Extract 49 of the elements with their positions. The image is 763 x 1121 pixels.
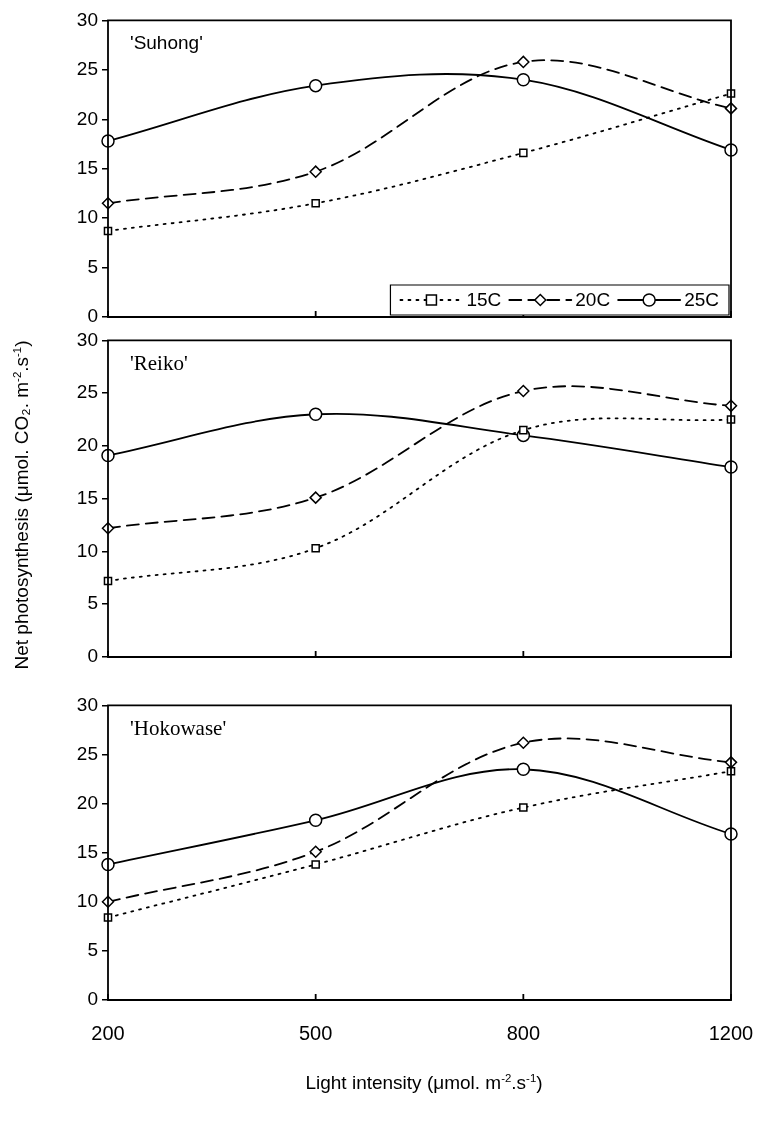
point [308, 813, 323, 828]
point [519, 148, 528, 158]
point [519, 803, 528, 812]
legend-label: 25C [684, 289, 719, 311]
y-tick-label: 30 [76, 693, 98, 715]
point [309, 845, 322, 858]
y-tick-label: 10 [76, 539, 98, 561]
y-tick-label: 30 [76, 8, 98, 30]
y-tick-label: 30 [76, 328, 98, 350]
y-tick-label: 0 [87, 645, 98, 667]
point [311, 199, 320, 208]
y-tick-label: 5 [87, 592, 98, 614]
y-tick-label: 15 [76, 486, 98, 508]
y-tick-label: 25 [76, 58, 98, 80]
y-tick-label: 10 [76, 890, 98, 912]
y-tick-label: 25 [76, 742, 98, 764]
point [517, 736, 530, 749]
legend-label: 15C [466, 289, 502, 311]
point [517, 384, 530, 398]
y-tick-label: 15 [76, 840, 98, 862]
point [308, 78, 323, 93]
y-tick-label: 10 [76, 206, 98, 228]
x-tick-label: 200 [91, 1021, 125, 1044]
y-tick-label: 0 [87, 988, 98, 1010]
point [517, 55, 530, 69]
point [311, 860, 320, 869]
text: 'Reiko' [130, 351, 188, 376]
y-tick-label: 20 [76, 107, 98, 129]
y-tick-label: 0 [87, 305, 98, 327]
point [516, 72, 531, 87]
point [309, 165, 322, 178]
text: 'Hokowase' [130, 716, 227, 741]
y-tick-label: 20 [76, 434, 98, 456]
y-tick-label: 20 [76, 791, 98, 813]
y-tick-label: 25 [76, 381, 98, 403]
y-tick-label: 5 [87, 939, 98, 961]
x-tick-label: 500 [298, 1021, 333, 1044]
point [516, 762, 531, 776]
point [308, 407, 323, 422]
point [309, 491, 322, 504]
x-tick-label: 1200 [708, 1021, 754, 1044]
y-tick-label: 15 [76, 156, 98, 178]
text: 'Suhong' [130, 32, 203, 54]
x-tick-label: 800 [506, 1021, 541, 1044]
x-axis-title: Light intensity (μmol. m$^{-2}$.s$^{-1}$) [305, 1072, 543, 1095]
point [519, 425, 528, 435]
y-tick-label: 5 [87, 255, 98, 277]
legend-label: 20C [575, 289, 611, 311]
point [311, 544, 320, 553]
